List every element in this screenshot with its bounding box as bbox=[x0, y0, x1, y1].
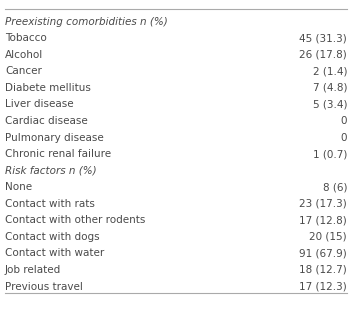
Text: 8 (6): 8 (6) bbox=[323, 182, 347, 192]
Text: Tobacco: Tobacco bbox=[5, 33, 46, 43]
Text: 0: 0 bbox=[341, 133, 347, 143]
Text: 20 (15): 20 (15) bbox=[309, 232, 347, 242]
Text: 91 (67.9): 91 (67.9) bbox=[299, 248, 347, 258]
Text: Previous travel: Previous travel bbox=[5, 282, 83, 291]
Text: Cancer: Cancer bbox=[5, 66, 42, 76]
Text: Cardiac disease: Cardiac disease bbox=[5, 116, 88, 126]
Text: 45 (31.3): 45 (31.3) bbox=[299, 33, 347, 43]
Text: Contact with dogs: Contact with dogs bbox=[5, 232, 100, 242]
Text: Alcohol: Alcohol bbox=[5, 50, 43, 60]
Text: 0: 0 bbox=[341, 116, 347, 126]
Text: Job related: Job related bbox=[5, 265, 61, 275]
Text: 26 (17.8): 26 (17.8) bbox=[299, 50, 347, 60]
Text: Diabete mellitus: Diabete mellitus bbox=[5, 83, 91, 93]
Text: 17 (12.8): 17 (12.8) bbox=[299, 215, 347, 225]
Text: Liver disease: Liver disease bbox=[5, 100, 74, 109]
Text: 23 (17.3): 23 (17.3) bbox=[299, 199, 347, 209]
Text: Contact with rats: Contact with rats bbox=[5, 199, 95, 209]
Text: Risk factors n (%): Risk factors n (%) bbox=[5, 166, 96, 176]
Text: 5 (3.4): 5 (3.4) bbox=[313, 100, 347, 109]
Text: Preexisting comorbidities n (%): Preexisting comorbidities n (%) bbox=[5, 17, 168, 27]
Text: 17 (12.3): 17 (12.3) bbox=[299, 282, 347, 291]
Text: Pulmonary disease: Pulmonary disease bbox=[5, 133, 103, 143]
Text: 2 (1.4): 2 (1.4) bbox=[313, 66, 347, 76]
Text: Chronic renal failure: Chronic renal failure bbox=[5, 149, 111, 159]
Text: None: None bbox=[5, 182, 32, 192]
Text: Contact with other rodents: Contact with other rodents bbox=[5, 215, 145, 225]
Text: Contact with water: Contact with water bbox=[5, 248, 104, 258]
Text: 18 (12.7): 18 (12.7) bbox=[299, 265, 347, 275]
Text: 7 (4.8): 7 (4.8) bbox=[313, 83, 347, 93]
Text: 1 (0.7): 1 (0.7) bbox=[313, 149, 347, 159]
